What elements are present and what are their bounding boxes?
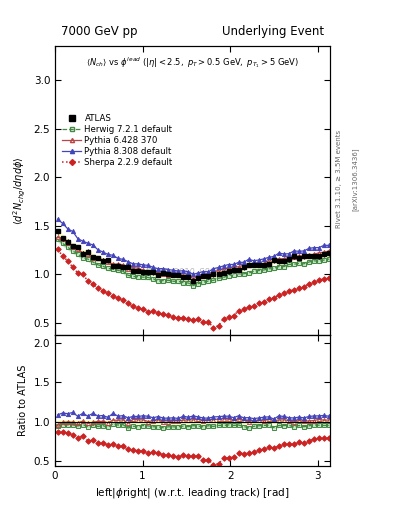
Text: $\langle N_{ch}\rangle$ vs $\phi^{lead}$ ($|\eta| < 2.5,\ p_T > 0.5$ GeV$,\ p_{T: $\langle N_{ch}\rangle$ vs $\phi^{lead}$… bbox=[86, 55, 299, 70]
Y-axis label: $\langle d^2 N_{chg}/d\eta d\phi \rangle$: $\langle d^2 N_{chg}/d\eta d\phi \rangle… bbox=[12, 156, 28, 225]
X-axis label: left|$\phi$right| (w.r.t. leading track) [rad]: left|$\phi$right| (w.r.t. leading track)… bbox=[95, 486, 290, 500]
Y-axis label: Ratio to ATLAS: Ratio to ATLAS bbox=[18, 365, 28, 436]
Text: Rivet 3.1.10, ≥ 3.5M events: Rivet 3.1.10, ≥ 3.5M events bbox=[336, 130, 342, 228]
Legend: ATLAS, Herwig 7.2.1 default, Pythia 6.428 370, Pythia 8.308 default, Sherpa 2.2.: ATLAS, Herwig 7.2.1 default, Pythia 6.42… bbox=[62, 114, 173, 167]
Text: Underlying Event: Underlying Event bbox=[222, 26, 325, 38]
Text: ATLAS_2010_S8894728: ATLAS_2010_S8894728 bbox=[143, 267, 242, 276]
Text: 7000 GeV pp: 7000 GeV pp bbox=[61, 26, 137, 38]
Text: [arXiv:1306.3436]: [arXiv:1306.3436] bbox=[352, 147, 358, 211]
